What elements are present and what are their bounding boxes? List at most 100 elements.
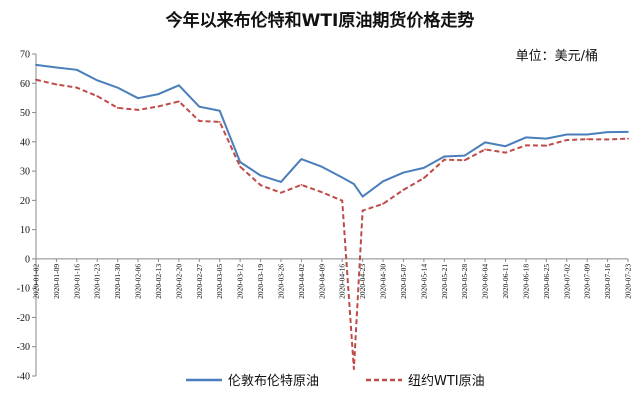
data-point-wti <box>565 139 568 141</box>
data-point-wti <box>320 191 323 194</box>
data-point-wti <box>525 144 527 147</box>
x-tick-label: 2020-05-14 <box>419 264 428 299</box>
x-axis-ticks: 2020-01-02 2020-01-09 2020-01-16 2020-01-23… <box>32 258 633 299</box>
y-tick-label: -10 <box>17 284 30 295</box>
data-point-brent <box>55 66 58 69</box>
x-tick-label: 2020-02-06 <box>134 264 143 299</box>
data-point-wti <box>361 209 364 212</box>
data-point-brent <box>525 136 527 139</box>
data-point-brent <box>116 86 119 89</box>
x-tick-label: 2020-03-05 <box>215 264 224 299</box>
y-tick-label: 30 <box>20 167 30 178</box>
data-point-wti <box>239 165 242 168</box>
x-tick-label: 2020-01-23 <box>93 264 102 299</box>
data-point-wti <box>586 138 589 141</box>
legend-label-wti: 纽约WTI原油 <box>408 374 485 389</box>
x-tick-label: 2020-03-19 <box>256 264 265 299</box>
data-point-wti <box>218 121 221 123</box>
x-tick-label: 2020-07-02 <box>562 264 571 299</box>
data-point-brent <box>341 176 344 179</box>
data-point-brent <box>320 165 323 168</box>
data-point-wti <box>402 188 405 191</box>
data-point-wti <box>55 83 58 86</box>
data-point-brent <box>218 109 221 112</box>
x-tick-label: 2020-06-18 <box>521 264 530 299</box>
data-point-brent <box>259 174 262 177</box>
series-layer <box>35 63 629 370</box>
chart-title: 今年以来布伦特和WTI原油期货价格走势 <box>166 10 475 31</box>
x-tick-label: 2020-07-09 <box>583 264 592 299</box>
data-point-wti <box>627 137 629 140</box>
data-point-wti <box>96 95 99 98</box>
data-point-wti <box>422 177 425 180</box>
y-tick-label: 70 <box>20 50 30 61</box>
data-point-brent <box>402 171 405 174</box>
y-tick-label: 20 <box>20 196 30 207</box>
data-point-brent <box>137 97 139 100</box>
data-point-brent <box>545 137 548 140</box>
y-tick-label: -30 <box>17 342 30 353</box>
x-tick-label: 2020-07-16 <box>603 264 612 299</box>
unit-label: 单位：美元/桶 <box>516 49 598 64</box>
x-tick-label: 2020-05-28 <box>460 264 469 299</box>
data-point-wti <box>545 144 548 147</box>
data-point-brent <box>239 161 242 163</box>
data-point-wti <box>606 138 609 141</box>
data-point-brent <box>178 84 180 87</box>
x-tick-label: 2020-03-26 <box>276 264 285 299</box>
x-tick-label: 2020-06-04 <box>481 264 490 299</box>
legend-label-brent: 伦敦布伦特原油 <box>228 373 319 389</box>
x-tick-label: 2020-01-09 <box>52 264 61 299</box>
data-point-brent <box>280 181 282 183</box>
data-point-brent <box>382 180 384 183</box>
data-point-brent <box>463 154 466 157</box>
x-tick-label: 2020-01-02 <box>32 264 41 299</box>
data-point-wti <box>75 86 78 89</box>
data-point-brent <box>443 155 446 158</box>
data-point-brent <box>484 141 486 144</box>
data-point-brent <box>198 105 201 108</box>
data-point-wti <box>300 183 303 186</box>
data-point-wti <box>116 106 119 109</box>
data-point-brent <box>35 63 37 66</box>
legend: 伦敦布伦特原油 纽约WTI原油 <box>186 373 485 389</box>
y-tick-label: 60 <box>20 79 30 90</box>
y-tick-label: -40 <box>17 372 30 383</box>
data-point-brent <box>627 130 629 133</box>
y-tick-label: 40 <box>20 137 30 148</box>
data-point-brent <box>157 93 160 95</box>
data-point-brent <box>300 158 303 160</box>
data-point-wti <box>504 151 507 154</box>
data-point-wti <box>280 191 282 194</box>
x-tick-label: 2020-07-23 <box>624 264 633 299</box>
data-point-brent <box>422 166 425 169</box>
y-tick-label: 0 <box>25 254 30 265</box>
x-tick-label: 2020-01-16 <box>72 264 81 299</box>
x-tick-label: 2020-02-27 <box>195 264 204 299</box>
data-point-brent <box>586 133 589 136</box>
data-point-brent <box>352 183 355 185</box>
data-point-wti <box>259 184 262 187</box>
data-point-wti <box>157 105 160 108</box>
data-point-brent <box>565 133 568 136</box>
series-line-brent <box>35 63 629 198</box>
data-point-brent <box>606 131 609 134</box>
data-point-brent <box>75 68 78 71</box>
data-point-wti <box>35 78 37 81</box>
x-tick-label: 2020-04-02 <box>297 264 306 299</box>
series-line-wti <box>35 78 629 370</box>
y-tick-label: -20 <box>17 313 30 324</box>
data-point-brent <box>361 195 364 198</box>
data-point-wti <box>463 159 466 162</box>
x-tick-label: 2020-04-30 <box>379 264 388 299</box>
x-tick-label: 2020-04-09 <box>317 264 326 299</box>
x-tick-label: 2020-04-23 <box>358 264 367 299</box>
data-point-wti <box>382 202 384 205</box>
y-axis-ticks: -40 -30 -20 -10 0 10 20 30 40 50 60 70 <box>17 50 36 383</box>
data-point-wti <box>341 199 344 202</box>
data-point-wti <box>484 148 486 151</box>
x-tick-label: 2020-04-16 <box>338 264 347 299</box>
data-point-wti <box>352 368 355 370</box>
data-point-wti <box>137 109 139 111</box>
